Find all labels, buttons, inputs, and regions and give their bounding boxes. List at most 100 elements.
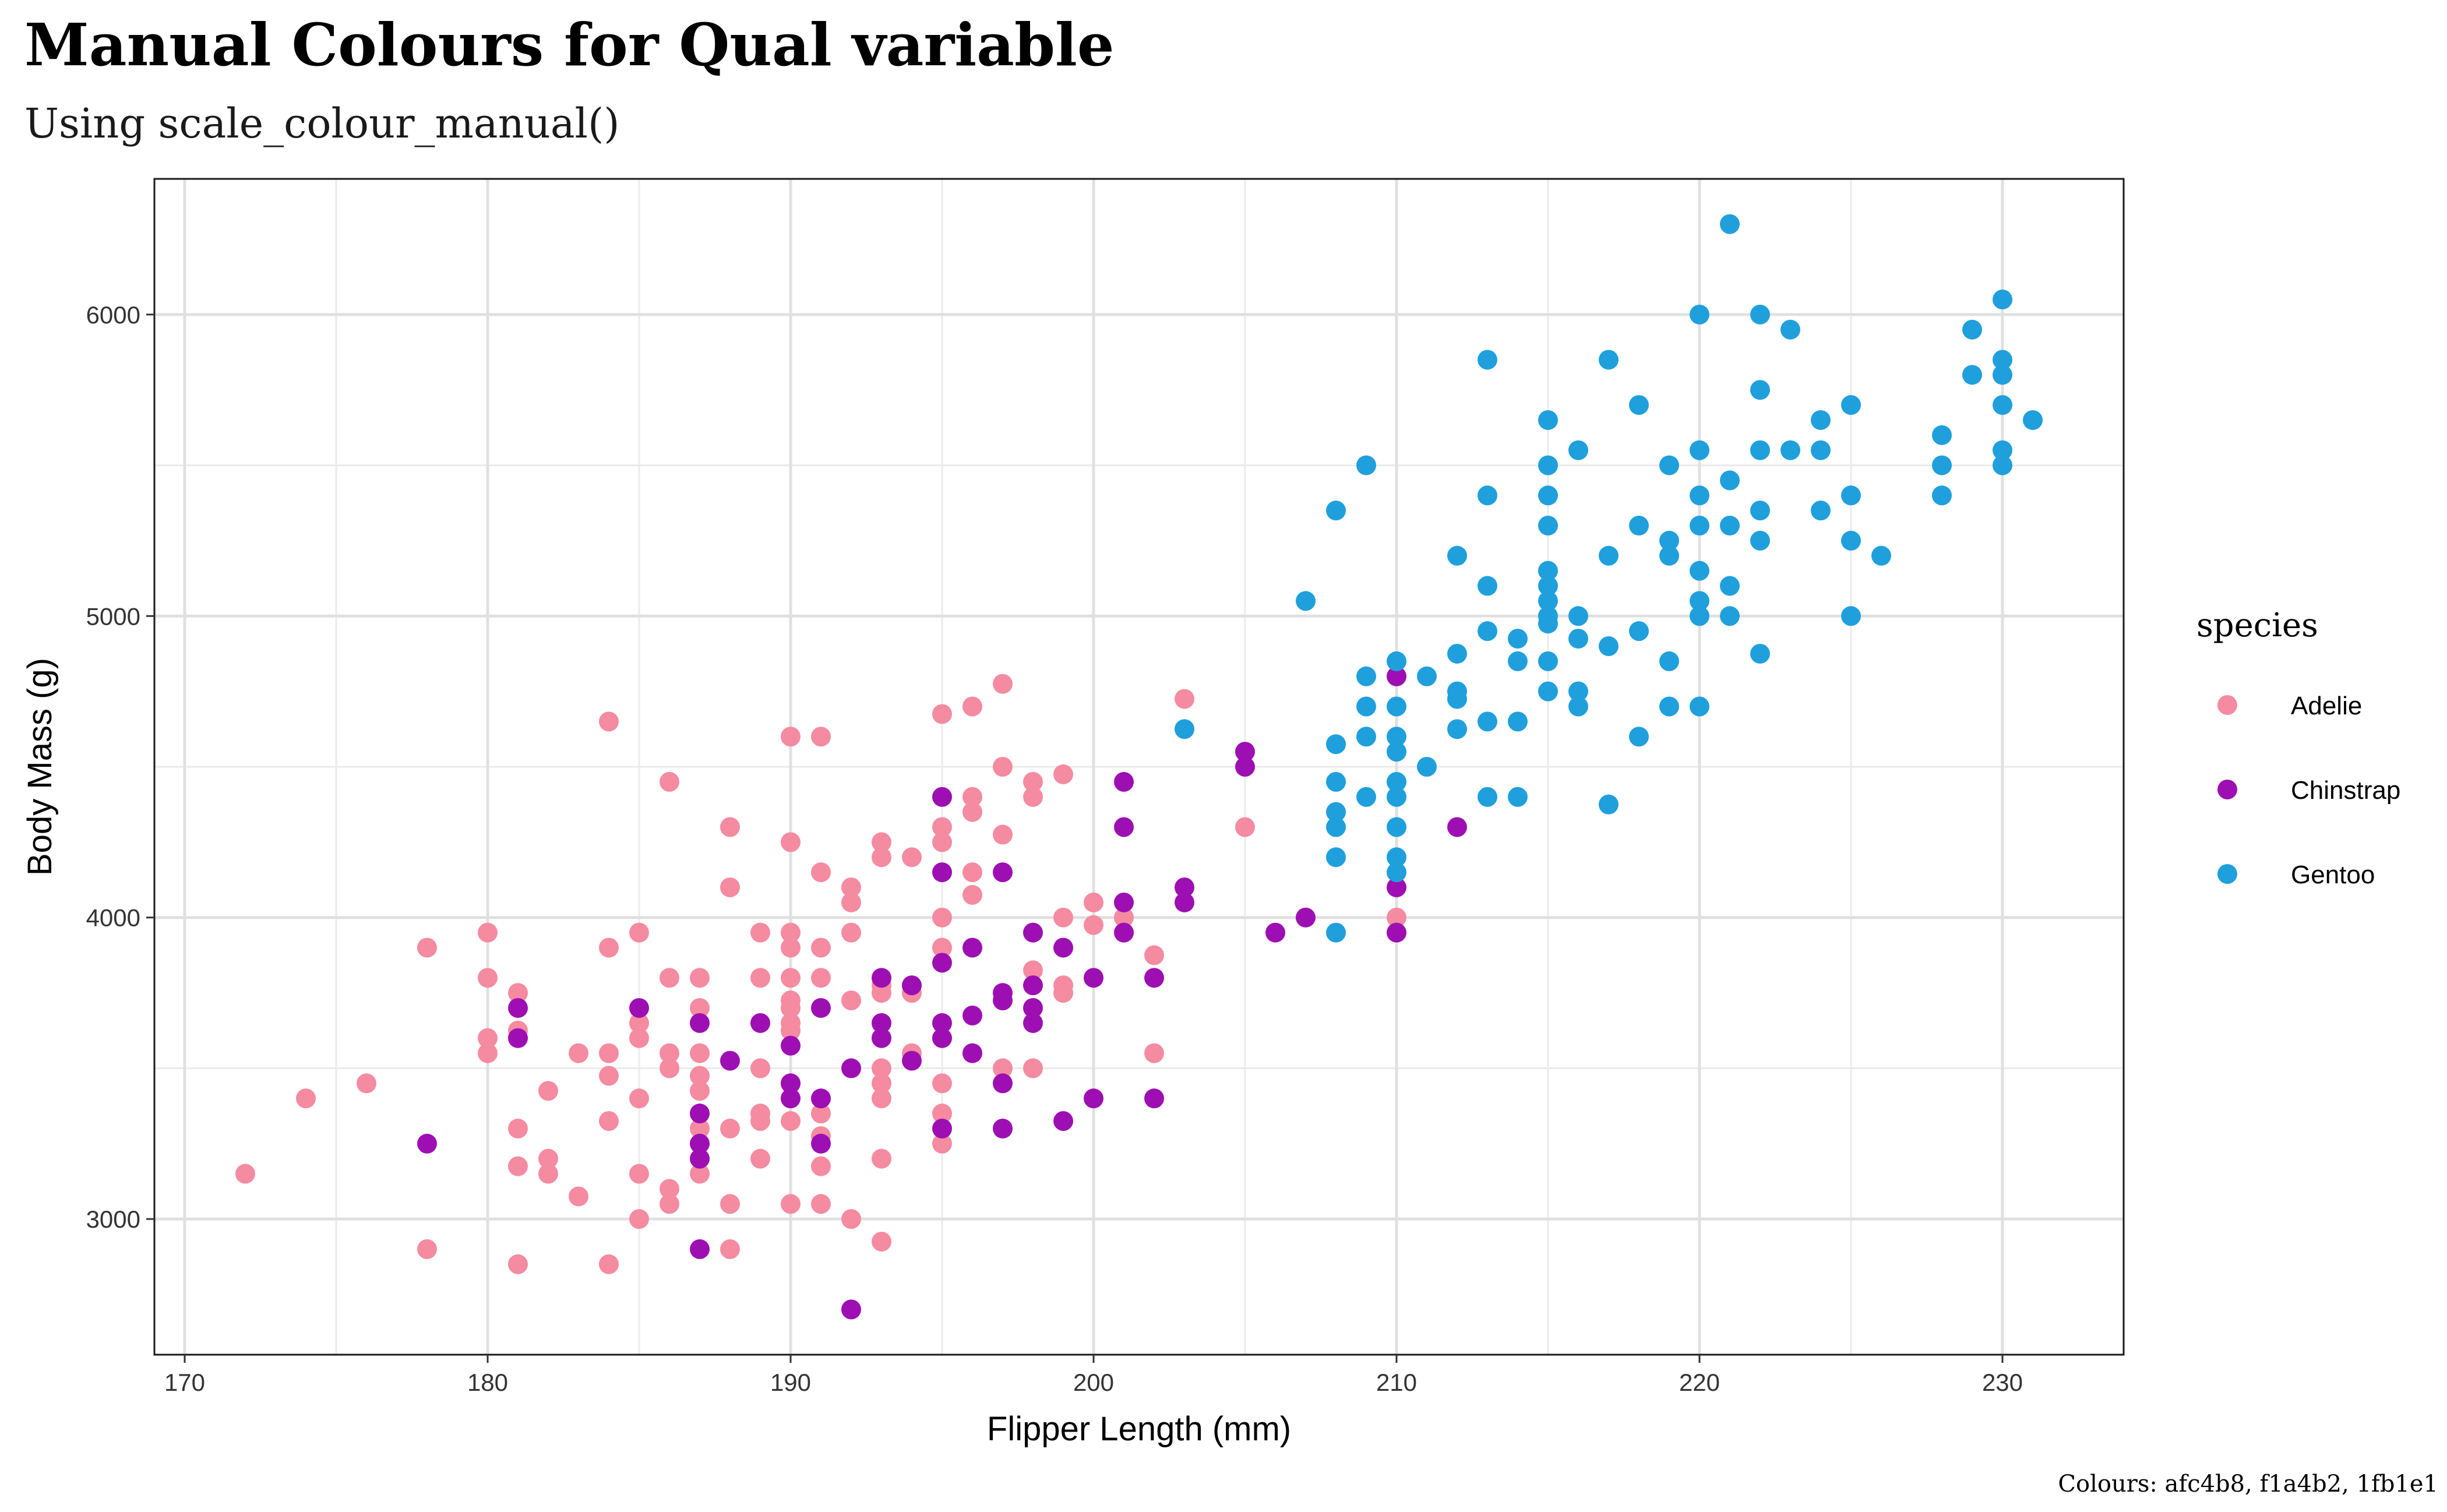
data-point xyxy=(478,1043,498,1063)
data-point xyxy=(932,817,952,837)
data-point xyxy=(781,1088,801,1109)
data-point xyxy=(962,696,982,717)
legend: species Adelie Chinstrap Gentoo xyxy=(2196,607,2400,889)
data-point xyxy=(993,757,1013,777)
data-point xyxy=(1750,440,1770,460)
data-point xyxy=(932,907,952,928)
data-point xyxy=(1447,545,1467,566)
data-point xyxy=(1114,771,1134,792)
data-point xyxy=(1387,877,1406,897)
data-point xyxy=(1084,915,1103,935)
data-point xyxy=(1175,689,1194,709)
data-point xyxy=(962,1043,982,1063)
data-point xyxy=(508,1028,528,1048)
data-point xyxy=(1478,350,1497,370)
data-point xyxy=(1053,937,1073,958)
data-point xyxy=(1387,771,1406,792)
x-tick-label: 210 xyxy=(1376,1369,1417,1396)
data-point xyxy=(538,1148,558,1169)
data-point xyxy=(296,1088,316,1109)
data-point xyxy=(1235,742,1255,762)
data-point xyxy=(478,1028,498,1048)
data-point xyxy=(1659,651,1679,671)
data-point xyxy=(1629,621,1649,642)
data-point xyxy=(720,1051,740,1071)
data-point xyxy=(1175,719,1194,739)
data-point xyxy=(932,787,952,807)
data-point xyxy=(962,862,982,883)
data-point xyxy=(962,937,982,958)
data-point xyxy=(720,1194,740,1214)
data-point xyxy=(1538,455,1558,475)
data-point xyxy=(841,1058,861,1079)
data-point xyxy=(1720,606,1740,626)
data-point xyxy=(690,1066,710,1086)
data-point xyxy=(1568,606,1588,626)
data-point xyxy=(1356,455,1376,475)
data-point xyxy=(1690,606,1709,626)
data-point xyxy=(932,937,952,958)
data-point xyxy=(1356,787,1376,807)
data-point xyxy=(962,787,982,807)
data-point xyxy=(690,1133,710,1154)
data-point xyxy=(841,991,861,1011)
legend-label-chinstrap: Chinstrap xyxy=(2291,776,2400,805)
data-point xyxy=(1568,440,1588,460)
data-point xyxy=(1144,1088,1164,1109)
data-point xyxy=(720,817,740,837)
x-tick-label: 200 xyxy=(1073,1369,1114,1396)
data-point xyxy=(1478,787,1497,807)
data-point xyxy=(1084,968,1103,988)
data-point xyxy=(1084,892,1103,912)
data-point xyxy=(902,975,922,996)
data-point xyxy=(1478,576,1497,596)
data-point xyxy=(872,1073,891,1094)
x-axis-ticks: 170 180 190 200 210 220 230 xyxy=(164,1355,2023,1396)
data-point xyxy=(508,998,528,1018)
data-point xyxy=(1568,696,1588,717)
data-point xyxy=(1750,643,1770,664)
data-point xyxy=(932,953,952,973)
data-point xyxy=(720,1118,740,1139)
data-point xyxy=(750,1148,770,1169)
data-point xyxy=(993,991,1013,1011)
data-point xyxy=(1023,960,1043,981)
x-tick-label: 180 xyxy=(467,1369,508,1396)
data-point xyxy=(1387,696,1406,717)
data-point xyxy=(1538,516,1558,536)
data-point xyxy=(1387,727,1406,747)
data-point xyxy=(811,1194,831,1214)
data-point xyxy=(962,802,982,822)
data-point xyxy=(993,1073,1013,1094)
chart-title: Manual Colours for Qual variable xyxy=(24,10,1115,79)
data-point xyxy=(1750,501,1770,521)
data-point xyxy=(872,968,891,988)
data-point xyxy=(1387,666,1406,686)
data-point xyxy=(872,1058,891,1079)
data-point xyxy=(781,1020,801,1041)
data-point xyxy=(1326,501,1346,521)
data-point xyxy=(811,862,831,883)
data-point xyxy=(417,937,437,958)
data-point xyxy=(1720,576,1740,596)
y-tick-label: 3000 xyxy=(86,1206,140,1233)
legend-key-gentoo xyxy=(2217,864,2237,884)
y-axis-ticks: 3000 4000 5000 6000 xyxy=(86,301,154,1233)
data-point xyxy=(811,1156,831,1176)
data-point xyxy=(660,968,679,988)
data-point xyxy=(781,1073,801,1094)
major-gridlines xyxy=(154,179,2124,1355)
data-point xyxy=(932,1118,952,1139)
data-point xyxy=(811,968,831,988)
data-point xyxy=(1629,727,1649,747)
data-point xyxy=(538,1164,558,1184)
data-point xyxy=(750,968,770,988)
data-point xyxy=(1387,817,1406,837)
data-point xyxy=(1023,975,1043,996)
data-point xyxy=(1780,440,1800,460)
data-point xyxy=(1841,485,1861,506)
series-gentoo xyxy=(1175,214,2043,943)
data-point xyxy=(1538,681,1558,702)
data-point xyxy=(1144,945,1164,965)
data-point xyxy=(750,1013,770,1033)
